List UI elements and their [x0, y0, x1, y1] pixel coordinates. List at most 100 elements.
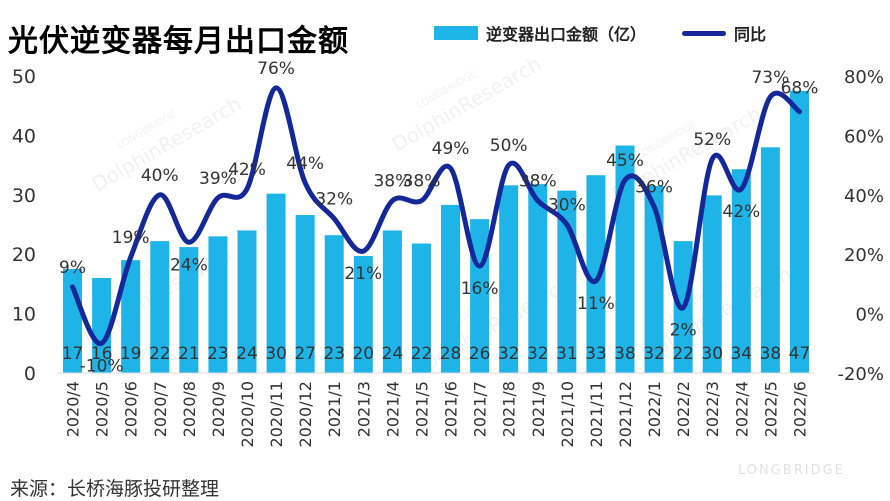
- legend-label-line: 同比: [734, 25, 767, 44]
- bar-value-label: 26: [469, 344, 491, 364]
- y-left-tick-label: 20: [12, 244, 36, 266]
- yoy-label: 16%: [461, 279, 499, 299]
- bar-value-label: 22: [672, 344, 694, 364]
- y-right-tick-label: 60%: [844, 126, 884, 147]
- bar: [208, 236, 228, 373]
- bar-value-label: 27: [294, 344, 316, 364]
- bar-value-label: 16: [91, 344, 113, 364]
- legend: 逆变器出口金额（亿） 同比: [434, 22, 802, 44]
- bar: [382, 230, 402, 373]
- x-tick-label: 2022/1: [645, 381, 664, 437]
- yoy-label: 11%: [577, 294, 615, 314]
- bar-value-label: 30: [701, 344, 723, 364]
- yoy-label: 68%: [781, 79, 819, 99]
- x-tick-label: 2022/6: [790, 381, 809, 437]
- y-left-tick-label: 40: [12, 125, 36, 147]
- bar: [760, 147, 780, 373]
- bar-value-label: 23: [207, 344, 229, 364]
- bar: [324, 235, 344, 373]
- yoy-label: -10%: [80, 356, 124, 376]
- x-tick-label: 2021/5: [412, 381, 431, 437]
- bar-value-label: 31: [556, 344, 578, 364]
- y-left-tick-label: 0: [24, 363, 36, 385]
- y-axis-right: -20% 0% 20% 40% 60% 80%: [837, 67, 884, 385]
- bar: [615, 145, 635, 373]
- bar-value-label: 22: [149, 344, 171, 364]
- x-tick-label: 2021/12: [616, 381, 635, 447]
- x-tick-label: 2020/11: [267, 381, 286, 447]
- source-note: 来源：长桥海豚投研整理: [10, 478, 220, 500]
- legend-swatch-line: [682, 30, 727, 36]
- bar: [499, 185, 519, 373]
- bar-value-label: 38: [614, 344, 636, 364]
- x-tick-label: 2021/7: [471, 381, 490, 437]
- x-tick-label: 2021/4: [383, 381, 402, 437]
- legend-item-line: 同比: [682, 21, 766, 45]
- bar: [179, 247, 199, 373]
- x-tick-label: 2021/1: [325, 381, 344, 437]
- yoy-label: 73%: [751, 68, 789, 88]
- x-tick-label: 2021/9: [529, 381, 548, 437]
- yoy-label: 19%: [112, 228, 150, 248]
- yoy-label: 36%: [635, 178, 673, 198]
- x-tick-label: 2020/4: [64, 381, 83, 437]
- bar: [237, 230, 257, 373]
- bar-value-label: 22: [411, 344, 433, 364]
- bar: [266, 193, 286, 373]
- y-right-tick-label: 80%: [844, 67, 884, 88]
- yoy-label: 42%: [722, 202, 760, 222]
- x-tick-label: 2022/5: [761, 381, 780, 437]
- x-tick-label: 2020/5: [93, 381, 112, 437]
- bar-value-label: 19: [120, 344, 142, 364]
- yoy-label: 45%: [606, 151, 644, 171]
- yoy-label: 40%: [141, 166, 179, 186]
- bar: [789, 90, 809, 373]
- yoy-label: 38%: [403, 172, 441, 192]
- x-axis: 2020/4 2020/5 2020/6 2020/7 2020/8 2020/9 2020…: [64, 381, 810, 447]
- bar-value-label: 24: [382, 344, 404, 364]
- y-left-tick-label: 10: [12, 304, 36, 326]
- bar: [702, 195, 722, 373]
- chart-title: 光伏逆变器每月出口金额: [8, 24, 349, 59]
- bar-value-label: 24: [236, 344, 258, 364]
- bar-value-label: 33: [585, 344, 607, 364]
- bar-value-label: 17: [62, 344, 84, 364]
- watermark-brand-corner: LONGBRIDGE: [738, 463, 845, 478]
- x-tick-label: 2020/7: [151, 381, 170, 437]
- yoy-line: [70, 85, 802, 346]
- yoy-label: 50%: [490, 136, 528, 156]
- bar: [586, 175, 606, 373]
- x-tick-label: 2021/10: [558, 381, 577, 447]
- x-tick-label: 2020/6: [122, 381, 141, 437]
- bar-value-label: 32: [498, 344, 520, 364]
- yoy-label: 30%: [548, 196, 586, 216]
- bar: [528, 184, 548, 373]
- x-tick-label: 2020/12: [296, 381, 315, 447]
- x-tick-label: 2021/3: [354, 381, 373, 437]
- bar-value-label: 21: [178, 344, 200, 364]
- yoy-label: 32%: [315, 190, 353, 210]
- yoy-labels: 9%-10%19%40%24%39%42%76%44%32%21%38%38%4…: [59, 59, 818, 376]
- bar: [150, 241, 170, 373]
- y-right-tick-label: 20%: [844, 245, 884, 266]
- y-axis-left: 0 10 20 30 40 50: [12, 66, 36, 385]
- x-tick-label: 2021/6: [442, 381, 461, 437]
- yoy-label: 9%: [59, 258, 86, 278]
- yoy-label: 44%: [286, 154, 324, 174]
- bar-value-label: 20: [352, 344, 374, 364]
- bar: [92, 277, 112, 373]
- yoy-label: 49%: [432, 139, 470, 159]
- y-left-tick-label: 30: [12, 185, 36, 207]
- bar: [353, 255, 373, 373]
- x-tick-label: 2020/8: [180, 381, 199, 437]
- x-tick-label: 2022/2: [674, 381, 693, 437]
- yoy-label: 21%: [344, 264, 382, 284]
- yoy-label: 76%: [257, 59, 295, 79]
- bar-value-label: 32: [643, 344, 665, 364]
- bar: [295, 214, 315, 373]
- bar-value-label: 47: [789, 344, 811, 364]
- yoy-label: 2%: [670, 321, 697, 341]
- bar-value-label: 38: [760, 344, 782, 364]
